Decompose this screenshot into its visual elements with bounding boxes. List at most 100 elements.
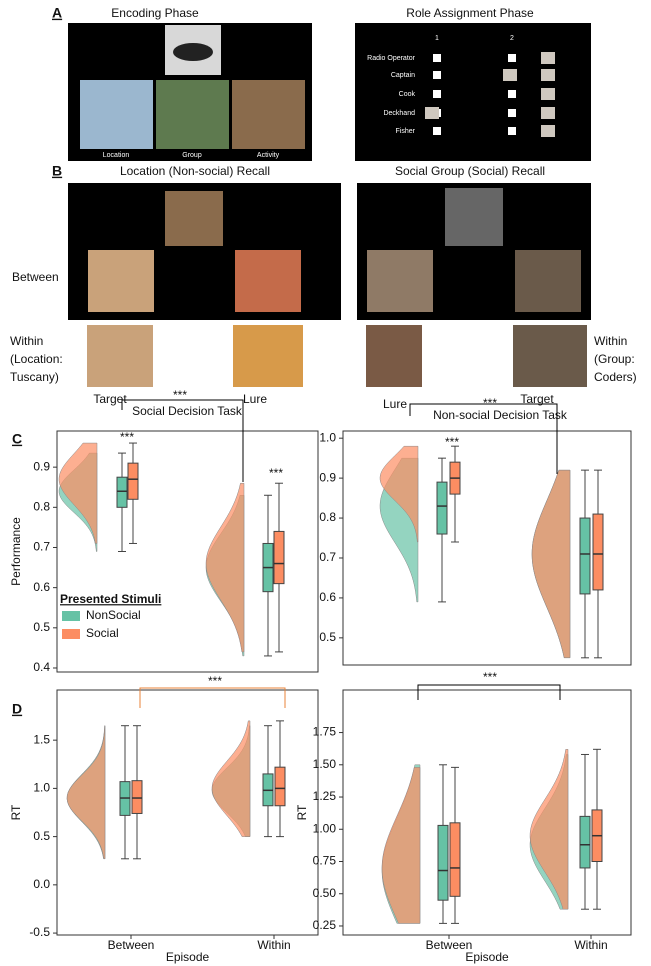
photo (515, 250, 581, 312)
icon (541, 125, 555, 137)
significance: *** (173, 388, 187, 402)
plot-frame (343, 690, 631, 935)
significance-bracket (418, 685, 560, 700)
violin (212, 721, 250, 837)
panel-label: A (52, 5, 62, 21)
y-tick-label: 1.75 (313, 725, 337, 739)
box (117, 477, 127, 507)
role-label: Radio Operator (367, 55, 416, 62)
chart-title: Social Decision Task (132, 404, 243, 418)
y-tick-label: 0.6 (33, 580, 50, 594)
caption: Group (182, 152, 202, 159)
panel-label: C (12, 431, 22, 447)
hat-icon (173, 43, 213, 61)
caption: Activity (257, 152, 280, 159)
significance: *** (483, 396, 497, 410)
y-axis-label: Performance (9, 517, 23, 586)
y-tick-label: 0.9 (319, 470, 336, 484)
box (450, 823, 460, 897)
photo (87, 325, 153, 387)
image-label: Lure (243, 392, 267, 406)
x-axis-label: Episode (465, 950, 509, 964)
role-label: Captain (391, 72, 415, 79)
icon (541, 52, 555, 64)
legend-label: NonSocial (86, 608, 141, 622)
y-tick-label: -0.5 (29, 925, 50, 939)
photo (367, 250, 433, 312)
photo (232, 80, 305, 149)
image-label: Lure (383, 397, 407, 411)
violin (67, 726, 105, 859)
column-header: 1 (435, 35, 439, 42)
box (593, 514, 603, 590)
role-label: Deckhand (383, 110, 415, 117)
legend-swatch (62, 611, 80, 621)
panel-label: B (52, 163, 62, 179)
checkbox (508, 127, 516, 135)
photo (80, 80, 153, 149)
significance: *** (208, 674, 222, 688)
y-tick-label: 1.5 (33, 732, 50, 746)
y-tick-label: 0.25 (313, 918, 337, 932)
role-screen (355, 23, 591, 161)
row-label: (Location: (10, 352, 63, 366)
y-tick-label: 0.50 (313, 886, 337, 900)
row-label: Within (10, 334, 43, 348)
violin (59, 443, 97, 543)
y-tick-label: 0.8 (33, 499, 50, 513)
checkbox (508, 109, 516, 117)
checkbox (508, 90, 516, 98)
checkbox (433, 54, 441, 62)
caption: Location (103, 152, 130, 159)
column-header: 2 (510, 35, 514, 42)
figure: A Encoding Phase Location Group Activity… (0, 0, 651, 966)
x-tick-label: Within (574, 938, 607, 952)
row-label: Coders) (594, 370, 637, 384)
photo (513, 325, 587, 387)
chart-title: Non-social Decision Task (433, 408, 568, 422)
checkbox (508, 54, 516, 62)
significance-bracket (140, 688, 285, 708)
box (580, 816, 590, 868)
violin (206, 483, 244, 652)
panel-title: Social Group (Social) Recall (395, 164, 545, 178)
y-axis-label: RT (9, 804, 23, 820)
legend-title: Presented Stimuli (60, 592, 161, 606)
y-tick-label: 0.75 (313, 854, 337, 868)
checkbox (433, 127, 441, 135)
icon (503, 69, 517, 81)
x-tick-label: Between (426, 938, 473, 952)
legend-label: Social (86, 626, 119, 640)
y-tick-label: 0.9 (33, 459, 50, 473)
row-label: Between (12, 270, 59, 284)
y-tick-label: 1.50 (313, 757, 337, 771)
photo (165, 191, 223, 246)
role-label: Fisher (396, 128, 416, 135)
y-tick-label: 0.5 (33, 829, 50, 843)
box (274, 531, 284, 583)
significance: *** (120, 430, 134, 444)
photo (445, 188, 503, 246)
x-tick-label: Between (108, 938, 155, 952)
y-tick-label: 1.0 (33, 781, 50, 795)
checkbox (433, 71, 441, 79)
icon (541, 107, 555, 119)
y-tick-label: 0.8 (319, 510, 336, 524)
significance: *** (445, 435, 459, 449)
icon (541, 69, 555, 81)
y-tick-label: 1.00 (313, 821, 337, 835)
photo (233, 325, 303, 387)
box (275, 767, 285, 806)
icon (425, 107, 439, 119)
image-label: Target (93, 392, 127, 406)
role-label: Cook (399, 91, 416, 98)
panel-title: Location (Non-social) Recall (120, 164, 270, 178)
y-tick-label: 0.0 (33, 877, 50, 891)
significance: *** (483, 670, 497, 684)
photo (235, 250, 301, 312)
x-axis-label: Episode (166, 950, 210, 964)
row-label: Within (594, 334, 627, 348)
panel-title: Role Assignment Phase (406, 6, 534, 20)
box (438, 825, 448, 900)
y-tick-label: 0.4 (33, 660, 50, 674)
